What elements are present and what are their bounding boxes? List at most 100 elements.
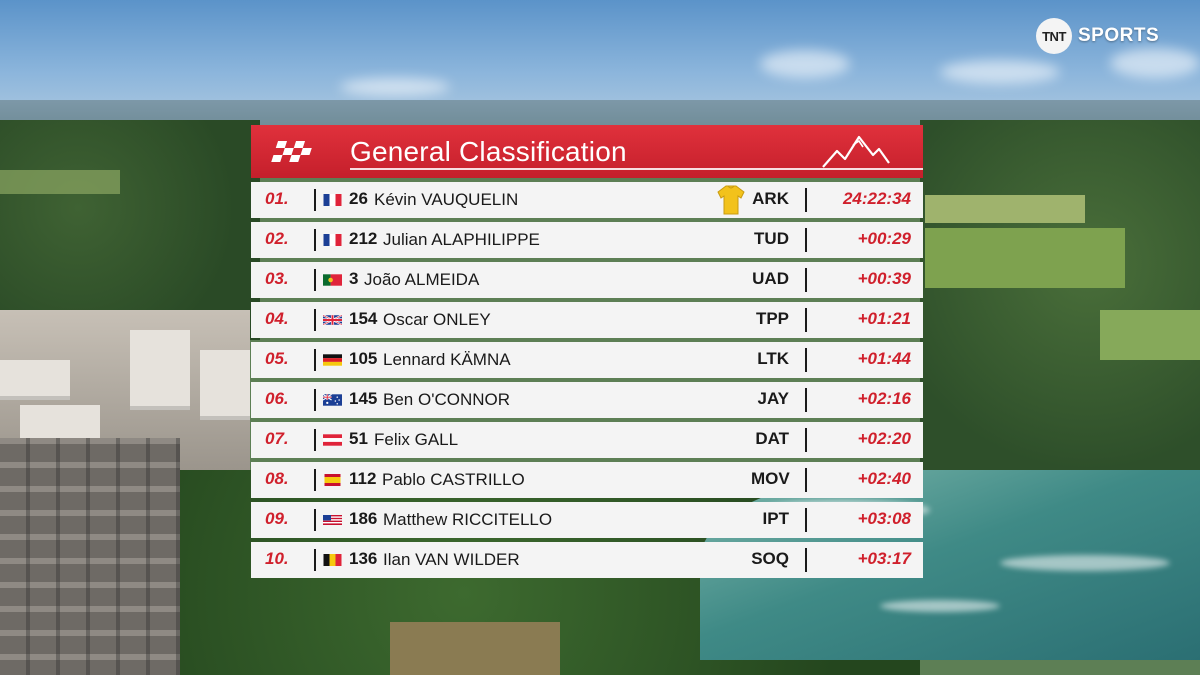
cloud (940, 60, 1060, 84)
cloud (340, 78, 450, 96)
mountain-icon (822, 135, 890, 168)
divider (314, 429, 316, 451)
divider (805, 548, 807, 572)
forest (920, 120, 1200, 480)
building (200, 350, 250, 420)
team-code: UAD (752, 269, 789, 288)
divider (805, 428, 807, 452)
flag-fr-icon (323, 194, 342, 206)
rider-number: 154 (349, 309, 378, 328)
table-row: 08. 112 Pablo CASTRILLO MOV +02:40 (251, 462, 923, 498)
team-code: ARK (752, 189, 789, 208)
field (0, 170, 120, 194)
divider (314, 229, 316, 251)
time: +02:20 (857, 429, 911, 448)
team-code: LTK (757, 349, 789, 368)
team-code: MOV (751, 469, 790, 488)
field (925, 195, 1085, 223)
rider-name: Ilan VAN WILDER (383, 550, 520, 569)
position: 08. (265, 469, 289, 488)
time: +01:44 (857, 349, 911, 368)
flag-au-icon (323, 394, 342, 406)
rider-name: Pablo CASTRILLO (382, 470, 525, 489)
rooftop (390, 622, 560, 675)
divider (805, 388, 807, 412)
divider (314, 309, 316, 331)
time: +02:16 (857, 389, 911, 408)
rider-number: 105 (349, 349, 378, 368)
position: 02. (265, 229, 289, 248)
rider-name: João ALMEIDA (364, 270, 480, 289)
time: +01:21 (857, 309, 911, 328)
flag-fr-icon (323, 234, 342, 246)
position: 04. (265, 309, 289, 328)
time: +02:40 (857, 469, 911, 488)
building (130, 330, 190, 410)
rider-number: 3 (349, 269, 359, 288)
divider (805, 508, 807, 532)
divider (805, 228, 807, 252)
panel-title: General Classification (350, 136, 627, 167)
broadcaster-logo: TNT SPORTS (1036, 18, 1159, 54)
rider-name: Kévin VAUQUELIN (374, 190, 519, 209)
forest (0, 120, 260, 340)
checkered-flag-icon (271, 141, 312, 162)
rider-number: 145 (349, 389, 378, 408)
cloud (760, 50, 850, 78)
water-foam (880, 600, 1000, 612)
flag-be-icon (323, 554, 342, 566)
divider (805, 268, 807, 292)
panel-header: General Classification (251, 125, 923, 178)
table-row: 06. 145 Ben O'CONNOR JAY +02:16 (251, 382, 923, 418)
divider (314, 269, 316, 291)
cloud (1110, 48, 1200, 78)
rider-name: Matthew RICCITELLO (383, 510, 553, 529)
flag-es-icon (324, 474, 341, 486)
position: 01. (265, 189, 289, 208)
rider-name: Felix GALL (374, 430, 459, 449)
time: +00:29 (857, 229, 911, 248)
divider (314, 549, 316, 571)
position: 07. (265, 429, 289, 448)
table-row: 09. 186 Matthew RICCITELLO IPT +03:08 (251, 502, 923, 538)
team-code: TUD (754, 229, 789, 248)
table-row: 10. 136 Ilan VAN WILDER SOQ +03:17 (251, 542, 923, 578)
rider-number: 51 (349, 429, 368, 448)
time: +03:17 (857, 549, 911, 568)
divider (314, 509, 316, 531)
time: +03:08 (857, 509, 911, 528)
rider-number: 26 (349, 189, 368, 208)
rider-name: Lennard KÄMNA (383, 350, 511, 369)
rider-name: Julian ALAPHILIPPE (383, 230, 540, 249)
table-row: 05. 105 Lennard KÄMNA LTK +01:44 (251, 342, 923, 378)
position: 10. (265, 549, 289, 568)
divider (314, 469, 316, 491)
position: 06. (265, 389, 289, 408)
yellow-jersey-icon (717, 185, 745, 215)
table-row: 04. 154 Oscar ONLEY TPP +01:21 (251, 302, 923, 338)
title-underline (350, 168, 923, 170)
rider-name: Oscar ONLEY (383, 310, 491, 329)
rider-name: Ben O'CONNOR (383, 390, 510, 409)
table-row: 02. 212 Julian ALAPHILIPPE TUD +00:29 (251, 222, 923, 258)
general-classification-panel: General Classification 01. 26 Kévin VAUQ… (251, 125, 923, 582)
divider (314, 189, 316, 211)
flag-pt-icon (323, 274, 342, 286)
logo-mark: TNT (1036, 18, 1072, 54)
divider (314, 349, 316, 371)
time: 24:22:34 (842, 189, 911, 208)
field (1100, 310, 1200, 360)
position: 03. (265, 269, 289, 288)
table-row: 03. 3 João ALMEIDA UAD +00:39 (251, 262, 923, 298)
logo-text: SPORTS (1078, 25, 1160, 46)
table-row: 01. 26 Kévin VAUQUELIN ARK 24:22:34 (251, 182, 923, 218)
water-foam (1000, 555, 1170, 571)
table-row: 07. 51 Felix GALL DAT +02:20 (251, 422, 923, 458)
time: +00:39 (857, 269, 911, 288)
team-code: TPP (755, 309, 789, 328)
team-code: SOQ (751, 549, 789, 568)
rider-number: 136 (349, 549, 378, 568)
flag-us-icon (323, 515, 342, 525)
divider (805, 308, 807, 332)
team-code: IPT (762, 509, 789, 528)
